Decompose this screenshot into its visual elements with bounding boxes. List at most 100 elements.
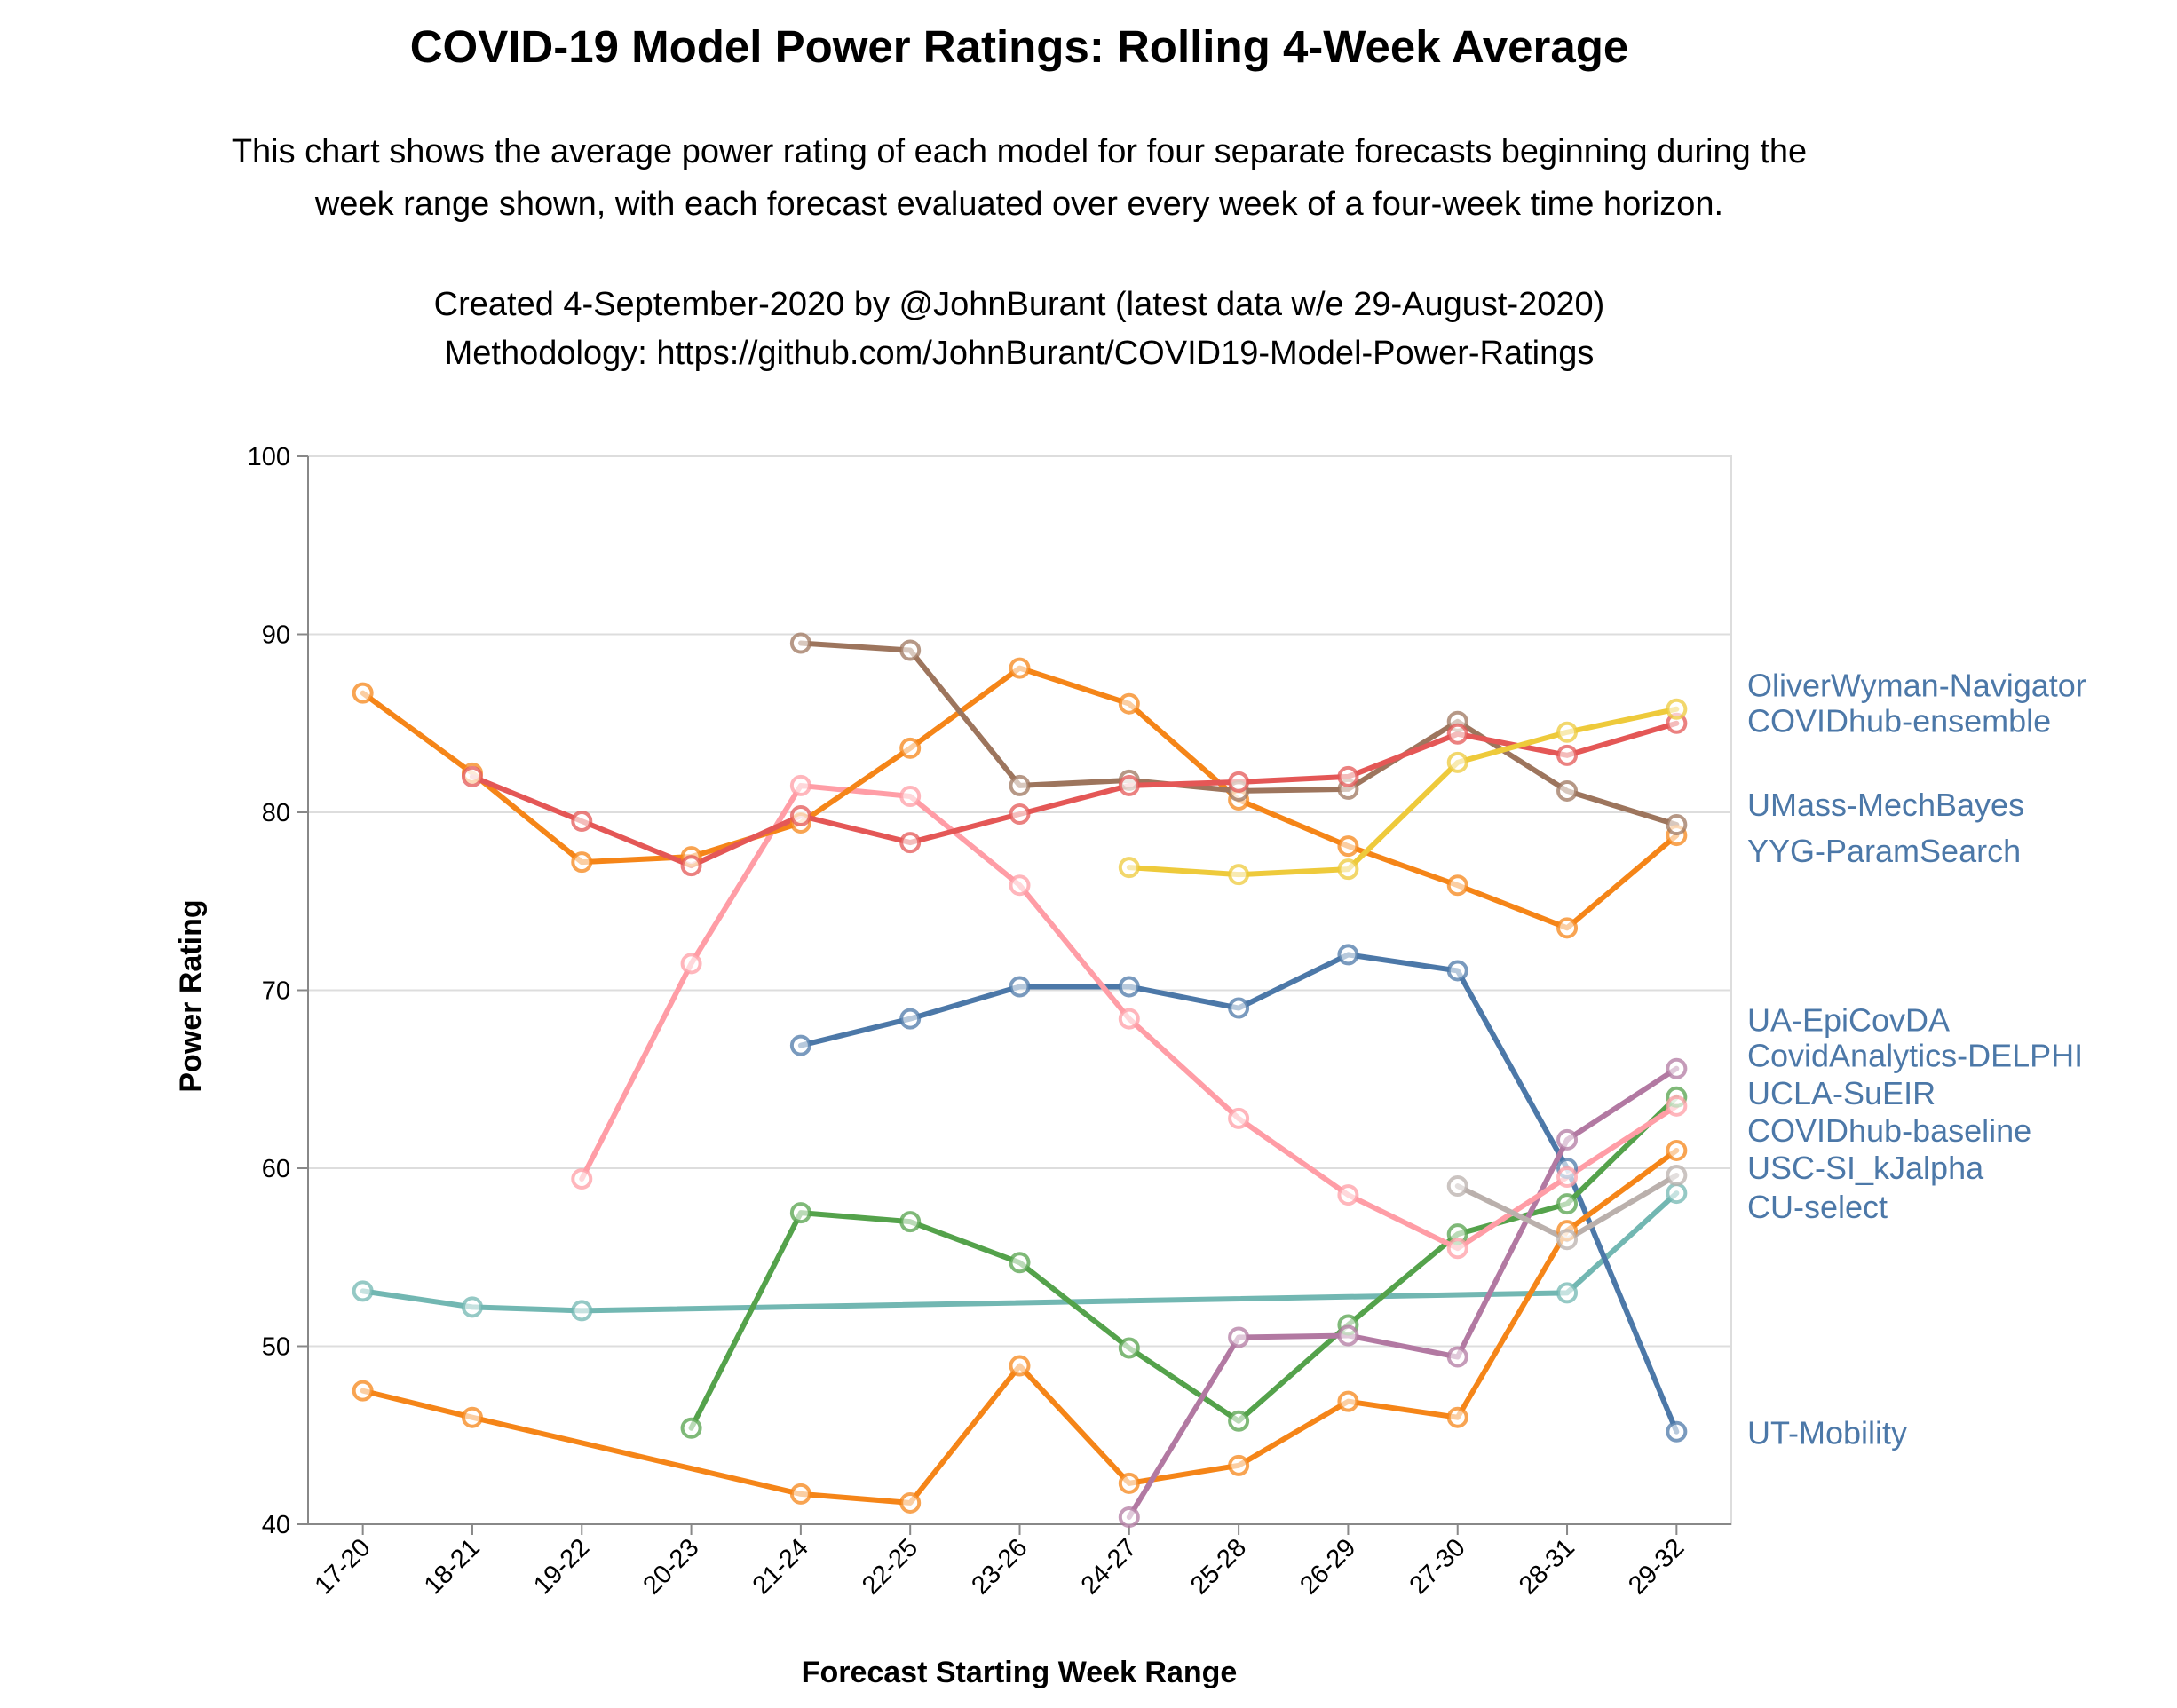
series-points [352,632,1688,1528]
data-point-yyg-paramsearch [571,851,593,874]
y-tick-label: 40 [262,1511,290,1539]
data-point-ucla-sueir [1228,1410,1250,1432]
series-line-covidhub-ensemble [469,720,1680,869]
data-point-covidanalytics-delphi [1118,1506,1140,1528]
series-line-cu-select [360,1190,1680,1314]
y-axis-title: Power Rating [174,899,208,1092]
data-point-oliverwyman-navigator [1556,721,1579,743]
series-label-ucla-sueir: UCLA-SuEIR [1747,1075,1936,1111]
data-point-ut-mobility [899,1008,922,1030]
y-tick-label: 90 [262,621,290,650]
series-line-covidhub-baseline [360,1147,1680,1506]
data-point-covidhub-baseline [899,1491,922,1514]
chart-subtitle-line-2: week range shown, with each forecast eva… [314,186,1723,223]
series-label-yyg-paramsearch: YYG-ParamSearch [1747,833,2021,869]
data-point-umass-mechbayes [1666,814,1688,836]
x-tick-label: 29-32 [1623,1533,1690,1600]
y-tick-label: 80 [262,799,290,827]
data-point-covidanalytics-delphi [1666,1057,1688,1079]
data-point-covidhub-baseline [1337,1390,1359,1412]
data-point-ua-epicovda [899,785,922,807]
data-point-ua-epicovda [680,953,702,975]
data-point-ucla-sueir [1009,1252,1031,1274]
data-point-covidhub-ensemble [789,805,811,827]
data-point-covidhub-baseline [352,1380,374,1402]
y-tick-label: 70 [262,977,290,1006]
data-point-oliverwyman-navigator [1118,857,1140,879]
series-lines [360,640,1680,1520]
x-tick-label: 18-21 [419,1533,486,1600]
data-point-umass-mechbayes [1009,774,1031,796]
data-point-ut-mobility [1666,1420,1688,1443]
data-point-covidhub-ensemble [461,765,483,787]
data-point-oliverwyman-navigator [1228,864,1250,886]
series-label-ua-epicovda: UA-EpiCovDA [1747,1002,1950,1039]
data-point-yyg-paramsearch [1009,657,1031,679]
data-point-covidhub-baseline [1666,1139,1688,1161]
data-point-ua-epicovda [1337,1184,1359,1206]
data-point-covidanalytics-delphi [1337,1324,1359,1347]
series-label-oliverwyman-navigator: OliverWyman-Navigator [1747,668,2086,704]
series-label-covidhub-baseline: COVIDhub-baseline [1747,1112,2031,1149]
data-point-ut-mobility [1009,976,1031,998]
data-point-cu-select [461,1296,483,1318]
data-point-ua-epicovda [571,1168,593,1190]
x-tick-label: 27-30 [1405,1533,1471,1600]
data-point-covidhub-ensemble [1118,774,1140,796]
data-point-cu-select [571,1300,593,1322]
data-point-covidhub-ensemble [680,855,702,877]
x-tick-label: 17-20 [310,1533,376,1600]
data-point-covidhub-ensemble [1009,803,1031,826]
data-point-ucla-sueir [789,1202,811,1224]
chart-title: COVID-19 Model Power Ratings: Rolling 4-… [410,21,1629,72]
x-axis-title: Forecast Starting Week Range [802,1656,1238,1689]
x-tick-label: 26-29 [1294,1533,1361,1600]
y-tick-label: 50 [262,1333,290,1362]
data-point-yyg-paramsearch [1556,917,1579,939]
x-tick-label: 20-23 [637,1533,704,1600]
x-tick-label: 19-22 [528,1533,595,1600]
data-point-ua-epicovda [1666,1095,1688,1117]
data-point-cu-select [1666,1182,1688,1205]
data-point-ut-mobility [1228,997,1250,1019]
data-point-covidhub-ensemble [899,832,922,854]
data-point-covidhub-ensemble [1446,723,1468,745]
x-tick-label: 23-26 [966,1533,1033,1600]
data-point-ua-epicovda [1556,1166,1579,1189]
data-point-umass-mechbayes [1556,779,1579,802]
series-line-ucla-sueir [688,1094,1680,1431]
data-point-umass-mechbayes [899,639,922,661]
data-point-oliverwyman-navigator [1337,858,1359,881]
data-point-covidhub-ensemble [571,811,593,833]
data-point-ut-mobility [1337,944,1359,966]
data-point-ut-mobility [1118,976,1140,998]
series-label-umass-mechbayes: UMass-MechBayes [1747,787,2024,823]
data-point-cu-select [352,1280,374,1302]
data-point-ucla-sueir [899,1211,922,1233]
data-point-ut-mobility [1446,960,1468,982]
data-point-ua-epicovda [1228,1107,1250,1129]
data-point-usc-si-kjalpha [1666,1165,1688,1187]
data-point-covidhub-baseline [461,1406,483,1428]
x-tick-label: 22-25 [857,1533,923,1600]
series-label-covidhub-ensemble: COVIDhub-ensemble [1747,703,2051,739]
data-point-covidhub-baseline [1228,1454,1250,1476]
series-label-ut-mobility: UT-Mobility [1747,1415,1907,1451]
data-point-yyg-paramsearch [1446,874,1468,897]
data-point-covidanalytics-delphi [1556,1128,1579,1151]
data-point-yyg-paramsearch [352,682,374,704]
data-point-ua-epicovda [1009,874,1031,897]
data-point-covidhub-ensemble [1228,771,1250,793]
series-label-cu-select: CU-select [1747,1189,1888,1225]
data-point-covidhub-baseline [1446,1406,1468,1428]
data-point-ua-epicovda [1446,1238,1468,1260]
data-point-covidanalytics-delphi [1228,1326,1250,1348]
x-tick-label: 24-27 [1076,1533,1143,1600]
data-point-ucla-sueir [1118,1337,1140,1359]
chart-subtitle-line-1: This chart shows the average power ratin… [232,133,1807,170]
series-line-covidanalytics-delphi [1126,1065,1680,1520]
data-point-ucla-sueir [1556,1193,1579,1215]
data-point-usc-si-kjalpha [1446,1175,1468,1198]
